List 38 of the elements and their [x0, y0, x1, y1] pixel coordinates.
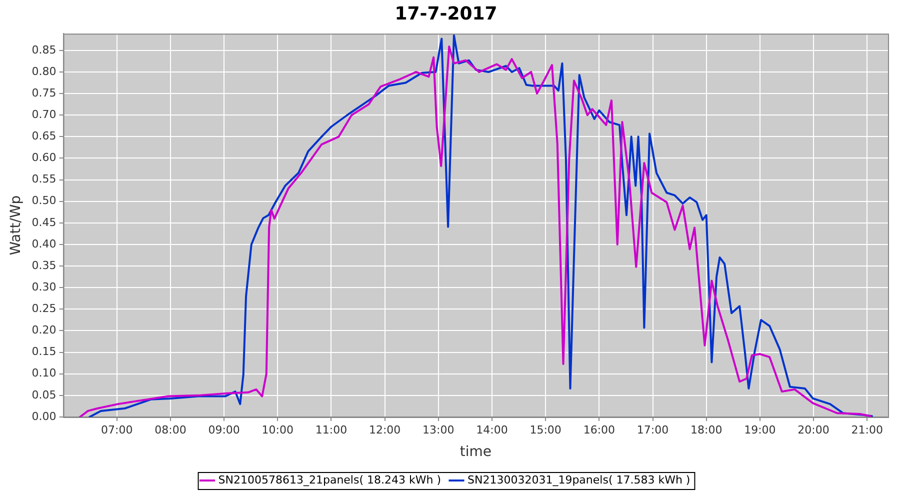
- x-tick-label: 20:00: [798, 423, 830, 436]
- chart-title: 17-7-2017: [394, 3, 498, 24]
- y-tick-label: 0.40: [32, 237, 56, 250]
- x-tick-label: 14:00: [476, 423, 508, 436]
- x-tick-label: 19:00: [744, 423, 776, 436]
- y-axis-title: Watt/Wp: [8, 195, 24, 256]
- x-tick-label: 16:00: [583, 423, 616, 436]
- y-tick-label: 0.85: [32, 43, 56, 56]
- x-tick-label: 18:00: [690, 423, 722, 436]
- y-tick-label: 0.15: [32, 345, 56, 358]
- y-tick-label: 0.10: [32, 366, 56, 380]
- y-tick-label: 0.25: [32, 302, 56, 316]
- x-tick-label: 15:00: [530, 423, 562, 436]
- x-tick-label: 07:00: [101, 423, 133, 436]
- y-tick-label: 0.55: [32, 172, 56, 186]
- y-tick-label: 0.05: [32, 388, 56, 402]
- y-tick-label: 0.60: [32, 151, 56, 164]
- y-tick-label: 0.35: [32, 258, 56, 272]
- y-tick-label: 0.00: [32, 410, 56, 423]
- x-tick-label: 08:00: [154, 423, 186, 436]
- y-tick-label: 0.20: [32, 324, 56, 337]
- x-tick-label: 17:00: [636, 423, 669, 436]
- x-axis-title: time: [460, 444, 492, 460]
- x-tick-label: 10:00: [262, 423, 294, 436]
- y-tick-label: 0.75: [32, 86, 56, 100]
- x-tick-label: 11:00: [315, 423, 348, 436]
- y-tick-label: 0.45: [32, 216, 56, 229]
- y-tick-label: 0.30: [32, 280, 56, 294]
- x-tick-label: 12:00: [368, 423, 401, 436]
- legend-label: SN2100578613_21panels( 18.243 kWh ): [218, 473, 442, 486]
- y-tick-label: 0.70: [32, 108, 56, 121]
- legend-label: SN2130032031_19panels( 17.583 kWh ): [468, 473, 690, 486]
- x-tick-label: 13:00: [422, 423, 454, 436]
- y-tick-label: 0.80: [32, 64, 56, 78]
- y-tick-label: 0.50: [32, 194, 56, 208]
- x-tick-label: 21:00: [851, 423, 883, 436]
- y-tick-label: 0.65: [32, 130, 56, 143]
- x-tick-label: 09:00: [208, 423, 240, 436]
